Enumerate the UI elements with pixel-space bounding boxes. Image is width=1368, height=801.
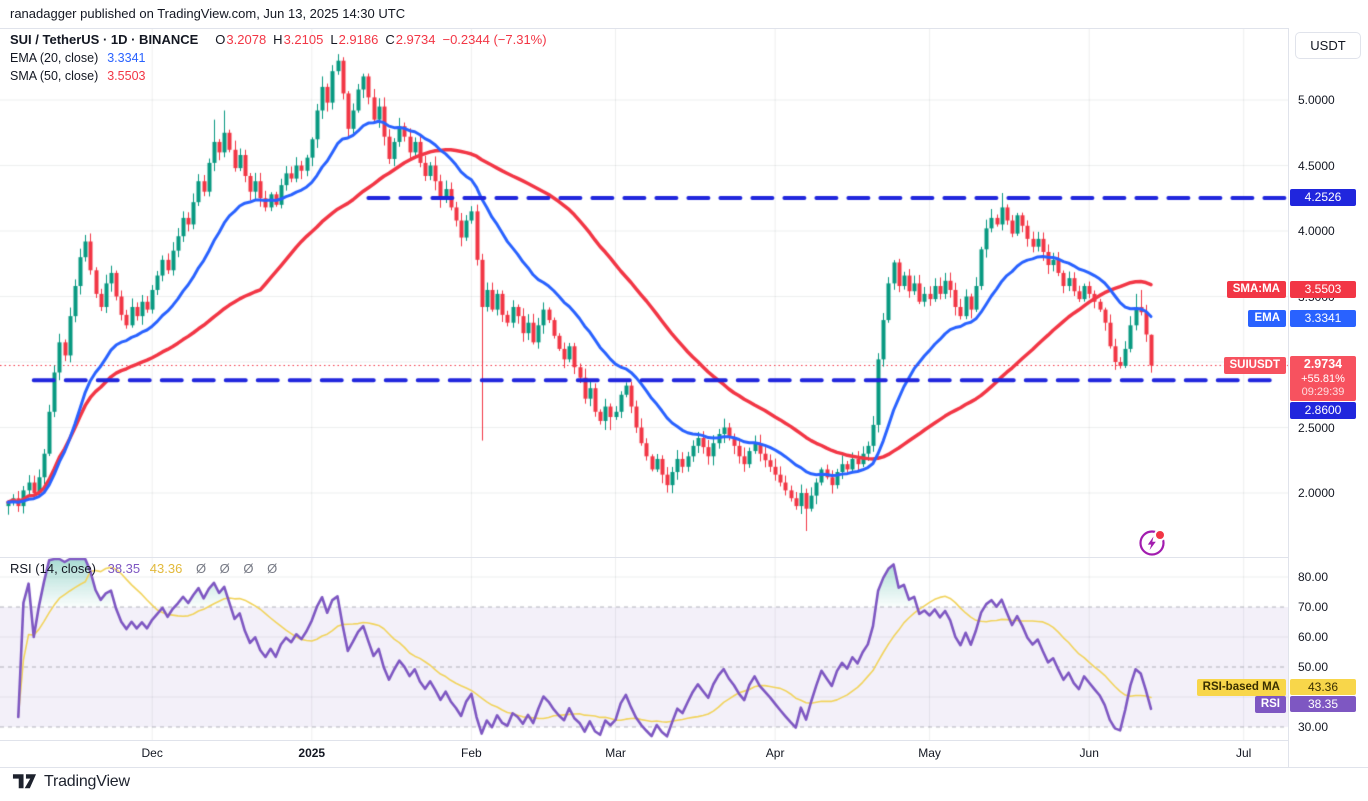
symbol-legend-row[interactable]: SUI / TetherUS · 1D · BINANCE O3.2078 H3.2… [10, 31, 547, 49]
price-tick: 4.5000 [1298, 158, 1335, 173]
ema-value: 3.3341 [107, 51, 146, 65]
rsi-ma-value-badge: 43.36 [1290, 678, 1356, 695]
ema-legend-row[interactable]: EMA (20, close) 3.3341 [10, 49, 547, 67]
rsi-tick: 80.00 [1298, 570, 1329, 584]
change-value: −0.2344 (−7.31%) [442, 32, 547, 47]
close-label: C [385, 32, 395, 47]
lightning-icon [1139, 530, 1165, 556]
price-tick: 4.0000 [1298, 224, 1335, 238]
time-axis-label: Mar [605, 746, 626, 760]
low-value: 2.9186 [338, 32, 379, 47]
attribution-text: ranadagger published on TradingView.com,… [10, 6, 406, 21]
close-value: 2.9734 [395, 32, 436, 47]
rsi-tick: 60.00 [1298, 630, 1329, 644]
high-value: 3.2105 [283, 32, 324, 47]
open-label: O [215, 32, 226, 47]
price-chart-canvas[interactable] [0, 28, 1288, 740]
rsi-tick: 70.00 [1298, 600, 1329, 614]
ema-label: EMA (20, close) [10, 51, 99, 65]
rsi-hidden-values: Ø Ø Ø Ø [195, 561, 283, 576]
time-axis-label: 2025 [298, 746, 326, 760]
rsi-value: 38.35 [107, 561, 141, 576]
pane-separator[interactable] [0, 557, 1368, 558]
rsi-ma-value: 43.36 [149, 561, 183, 576]
sma-series-tag: SMA:MA [1226, 281, 1286, 299]
time-axis-label: Jun [1079, 746, 1099, 760]
sma-label: SMA (50, close) [10, 69, 99, 83]
ema-price-badge: 3.3341 [1290, 309, 1356, 327]
ema-series-tag: EMA [1248, 309, 1286, 327]
last-price-change: +55.81% [1301, 373, 1345, 386]
sma-price-badge: 3.5503 [1290, 281, 1356, 299]
tradingview-mark-icon [12, 774, 37, 789]
price-tick: 2.0000 [1298, 486, 1335, 500]
symbol-title: SUI / TetherUS · 1D · BINANCE [10, 32, 199, 47]
bar-countdown: 09:29:39 [1301, 386, 1345, 399]
time-axis-label: Apr [765, 746, 785, 760]
low-label: L [330, 32, 338, 47]
rsi-label: RSI (14, close) [10, 561, 96, 576]
time-axis-label: Dec [141, 746, 163, 760]
time-axis-label: Jul [1236, 746, 1252, 760]
last-price-value: 2.9734 [1303, 357, 1343, 372]
symbol-series-tag: SUIUSDT [1223, 356, 1286, 374]
rsi-tick: 50.00 [1298, 660, 1329, 674]
last-price-badge: 2.9734 +55.81% 09:29:39 [1290, 356, 1356, 402]
lower-level-price-badge: 2.8600 [1290, 402, 1356, 420]
header-separator [0, 28, 1368, 29]
upper-level-price-badge: 4.2526 [1290, 189, 1356, 207]
open-value: 3.2078 [226, 32, 267, 47]
price-tick: 2.5000 [1298, 420, 1335, 435]
sma-legend-row[interactable]: SMA (50, close) 3.5503 [10, 67, 547, 85]
currency-button[interactable]: USDT [1295, 32, 1361, 59]
main-chart-legend: SUI / TetherUS · 1D · BINANCE O3.2078 H3.2… [10, 31, 547, 85]
time-axis-label: Feb [461, 746, 482, 760]
time-axis-label: May [918, 746, 941, 760]
rsi-ma-series-tag: RSI-based MA [1196, 678, 1286, 696]
flash-alert-button[interactable] [1137, 528, 1167, 558]
high-label: H [273, 32, 283, 47]
tradingview-brand-text: TradingView [44, 773, 130, 790]
price-tick: 5.0000 [1298, 93, 1335, 107]
tradingview-logo[interactable]: TradingView [12, 773, 130, 791]
rsi-value-badge: 38.35 [1290, 695, 1356, 712]
time-axis-bottom-border [0, 767, 1368, 768]
alert-notification-dot [1154, 529, 1166, 541]
time-axis-top-border [0, 740, 1368, 741]
price-axis-border [1288, 28, 1289, 767]
sma-value: 3.5503 [107, 69, 146, 83]
rsi-tick: 30.00 [1298, 720, 1329, 734]
rsi-legend-row[interactable]: RSI (14, close) 38.35 43.36 Ø Ø Ø Ø [10, 561, 282, 576]
rsi-series-tag: RSI [1254, 695, 1286, 713]
